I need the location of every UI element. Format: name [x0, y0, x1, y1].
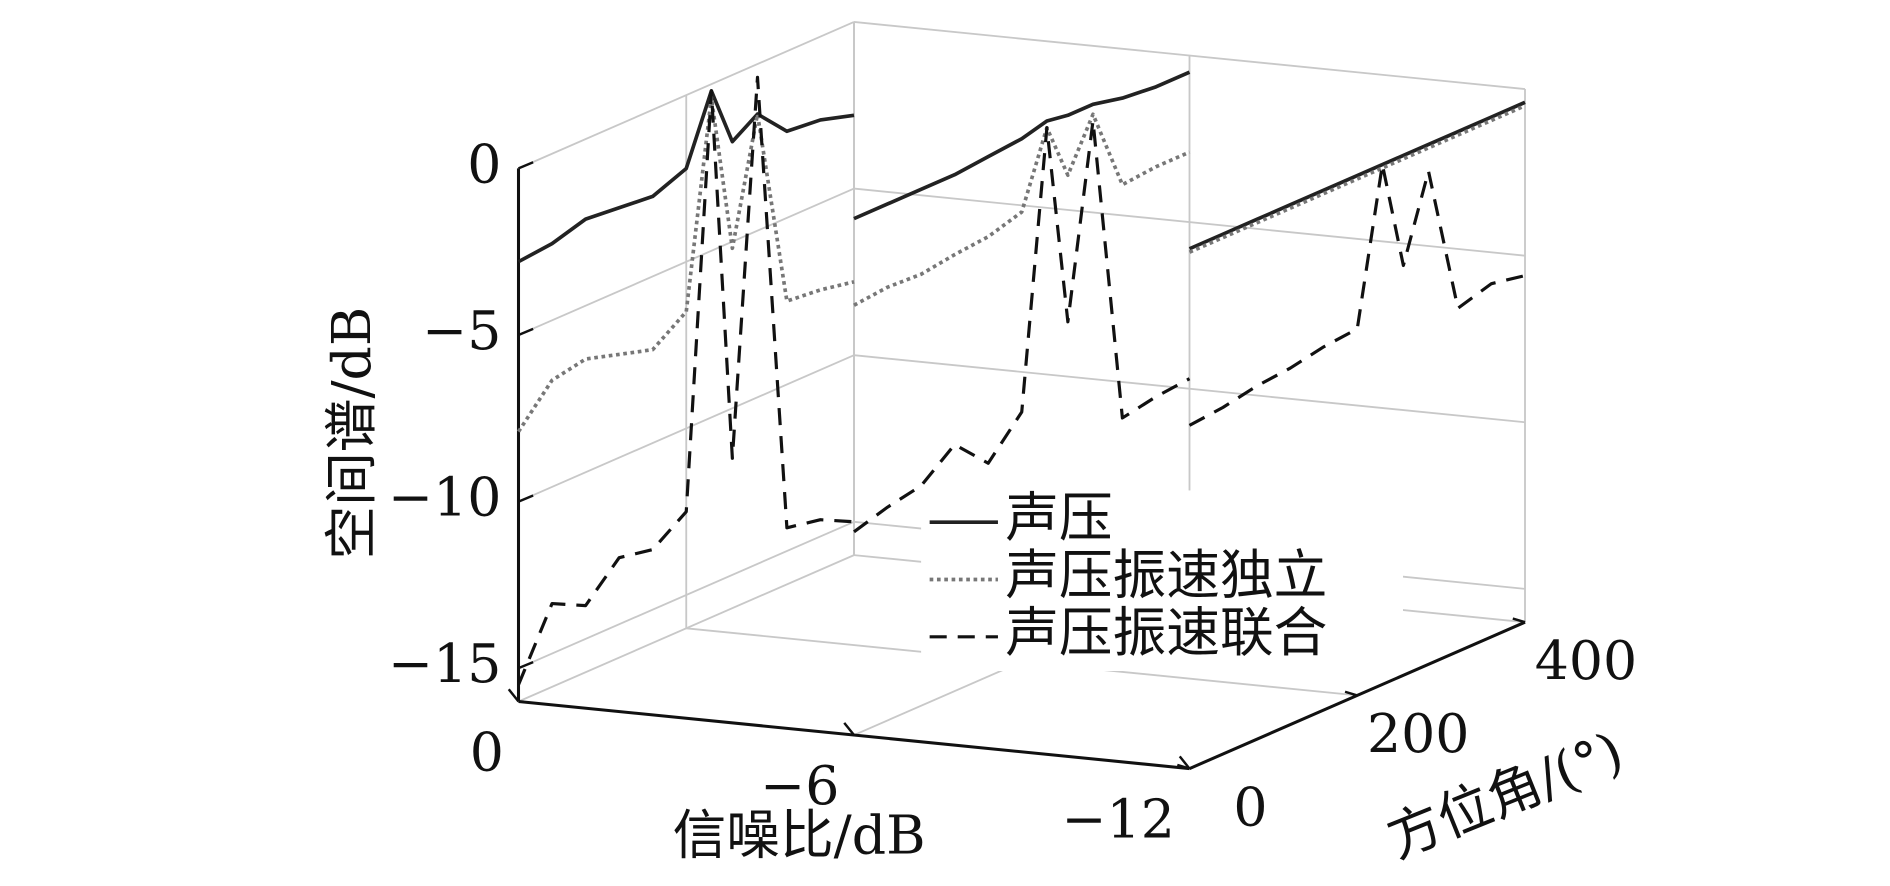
z-tick-label: −5 — [422, 299, 501, 362]
legend-label: 声压振速独立 — [1005, 544, 1327, 607]
z-tick-label: −10 — [388, 466, 501, 529]
tick-mark — [518, 161, 534, 170]
series-line — [1188, 162, 1526, 427]
series-line — [853, 112, 1191, 307]
series-line — [517, 89, 855, 264]
z-axis-label: 空间谱/dB — [320, 307, 383, 560]
tick-mark — [518, 660, 534, 670]
z-tick-label: 0 — [467, 132, 501, 195]
tick-mark — [1512, 617, 1526, 624]
tick-mark — [1344, 690, 1358, 697]
series-line — [853, 119, 1191, 534]
y-tick-label: 0 — [1233, 775, 1267, 838]
series-line — [1188, 100, 1526, 251]
legend-box — [921, 490, 1403, 671]
tick-mark — [1178, 755, 1191, 770]
tick-mark — [843, 722, 855, 736]
tick-mark — [518, 494, 534, 503]
series-line — [1188, 104, 1526, 254]
x-tick-label: −12 — [1062, 787, 1175, 850]
tick-mark — [507, 688, 520, 703]
z-tick-label: −15 — [388, 632, 501, 695]
grid-line — [518, 554, 855, 703]
series-line — [853, 70, 1191, 221]
x-tick-label: −6 — [760, 754, 839, 817]
legend-label: 声压振速联合 — [1005, 601, 1327, 664]
series-line — [517, 75, 855, 686]
plot-area: 空间谱/dB 信噪比/dB 方位角/(°) −15−10−500−6−12 020… — [320, 21, 1637, 871]
tick-mark — [518, 327, 534, 337]
tick-mark — [1176, 763, 1190, 770]
legend-label: 声压 — [1005, 486, 1112, 549]
y-tick-label: 400 — [1535, 629, 1637, 692]
x-axis-label: 信噪比/dB — [673, 803, 926, 866]
y-tick-label: 200 — [1367, 702, 1469, 765]
x-tick-label: 0 — [470, 720, 504, 783]
